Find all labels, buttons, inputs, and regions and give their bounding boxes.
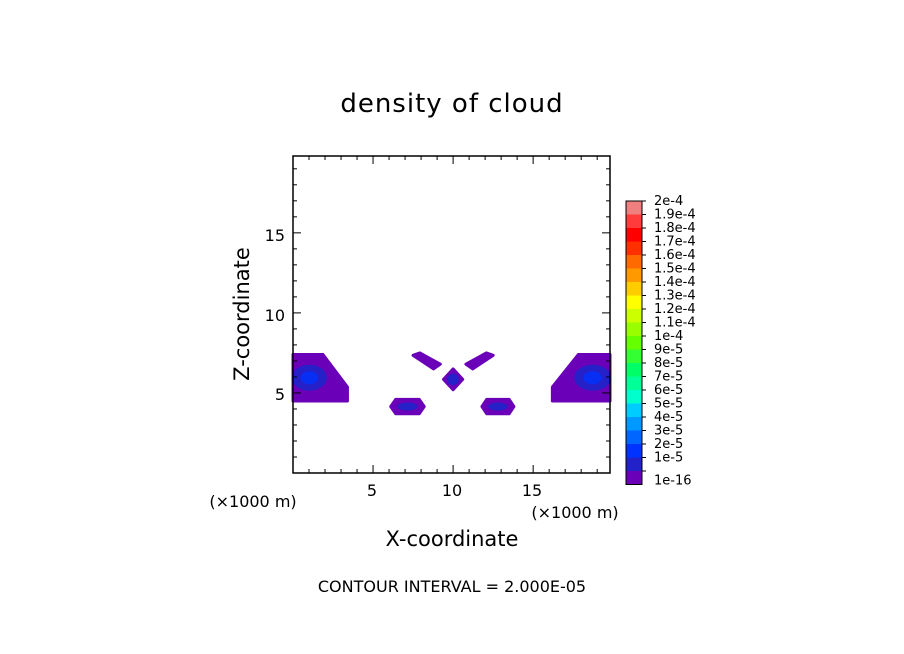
colorbar-label: 9e-5	[654, 343, 683, 358]
colorbar-label: 6e-5	[654, 383, 683, 398]
chart-title: density of cloud	[340, 89, 563, 119]
upper-right-streak-outer	[464, 351, 495, 371]
lower-left-blob	[389, 397, 426, 416]
plot-background	[293, 156, 610, 473]
colorbar-label: 1.2e-4	[654, 302, 696, 317]
colorbar-swatch	[626, 295, 642, 309]
colorbar-label: 1.5e-4	[654, 262, 696, 277]
left-edge-cloud-core	[300, 371, 319, 385]
colorbar-swatch	[626, 471, 642, 485]
center-blob-inner	[447, 373, 459, 386]
colorbar-label: 1.3e-4	[654, 289, 696, 304]
colorbar: 2e-41.9e-41.8e-41.7e-41.6e-41.5e-41.4e-4…	[625, 194, 696, 489]
colorbar-swatch	[626, 444, 642, 458]
colorbar-label: 4e-5	[654, 410, 683, 425]
colorbar-label: 8e-5	[654, 356, 683, 371]
colorbar-swatch	[626, 241, 642, 255]
colorbar-swatch	[626, 363, 642, 377]
colorbar-label: 1.7e-4	[654, 235, 696, 250]
colorbar-label: 1e-16	[654, 474, 692, 489]
y-tick-label-5: 5	[275, 385, 285, 404]
colorbar-swatch	[626, 282, 642, 296]
colorbar-swatch	[626, 457, 642, 471]
colorbar-label: 1.9e-4	[654, 208, 696, 223]
colorbar-label: 3e-5	[654, 424, 683, 439]
colorbar-label: 1.1e-4	[654, 316, 696, 331]
colorbar-swatch	[626, 309, 642, 323]
z-unit-label: (×1000 m)	[209, 492, 296, 511]
colorbar-label: 1.6e-4	[654, 248, 696, 263]
colorbar-label: 2e-5	[654, 437, 683, 452]
colorbar-label: 2e-4	[654, 194, 683, 209]
lower-right-blob-inner	[488, 402, 508, 411]
plot-frame	[292, 155, 611, 474]
right-edge-cloud-core	[583, 371, 602, 385]
x-tick-label-5: 5	[367, 481, 377, 500]
right-edge-cloud	[550, 353, 612, 403]
x-tick-label-15: 15	[522, 481, 542, 500]
density-regions	[291, 351, 612, 416]
colorbar-swatch	[626, 322, 642, 336]
colorbar-label: 1.8e-4	[654, 221, 696, 236]
x-tick-label-10: 10	[442, 481, 462, 500]
colorbar-swatch	[626, 255, 642, 269]
colorbar-swatch	[626, 430, 642, 444]
colorbar-label: 5e-5	[654, 397, 683, 412]
colorbar-swatch	[626, 376, 642, 390]
y-tick-label-15: 15	[265, 226, 285, 245]
colorbar-swatch	[626, 201, 642, 215]
axis-ticks	[293, 156, 610, 473]
colorbar-swatch	[626, 403, 642, 417]
colorbar-label: 1e-4	[654, 329, 683, 344]
upper-right-streak	[464, 351, 495, 371]
colorbar-swatch	[626, 268, 642, 282]
y-axis-label: Z-coordinate	[230, 247, 254, 381]
colorbar-label: 1.4e-4	[654, 275, 696, 290]
lower-right-blob	[480, 397, 516, 416]
colorbar-swatch	[626, 417, 642, 431]
x-axis-label: X-coordinate	[386, 527, 519, 551]
colorbar-frame	[625, 200, 643, 485]
colorbar-label: 7e-5	[654, 370, 683, 385]
y-tick-label-10: 10	[265, 306, 285, 325]
colorbar-label: 1e-5	[654, 451, 683, 466]
colorbar-swatch	[626, 228, 642, 242]
lower-left-blob-inner	[397, 402, 418, 411]
upper-left-streak-outer	[411, 351, 442, 371]
colorbar-swatch	[626, 390, 642, 404]
plot-area	[291, 155, 612, 474]
upper-left-streak	[411, 351, 442, 371]
colorbar-swatch	[626, 336, 642, 350]
colorbar-swatch	[626, 214, 642, 228]
colorbar-swatch	[626, 349, 642, 363]
contour-interval-note: CONTOUR INTERVAL = 2.000E-05	[318, 577, 586, 596]
center-blob	[441, 367, 465, 392]
x-unit-label: (×1000 m)	[531, 503, 618, 522]
